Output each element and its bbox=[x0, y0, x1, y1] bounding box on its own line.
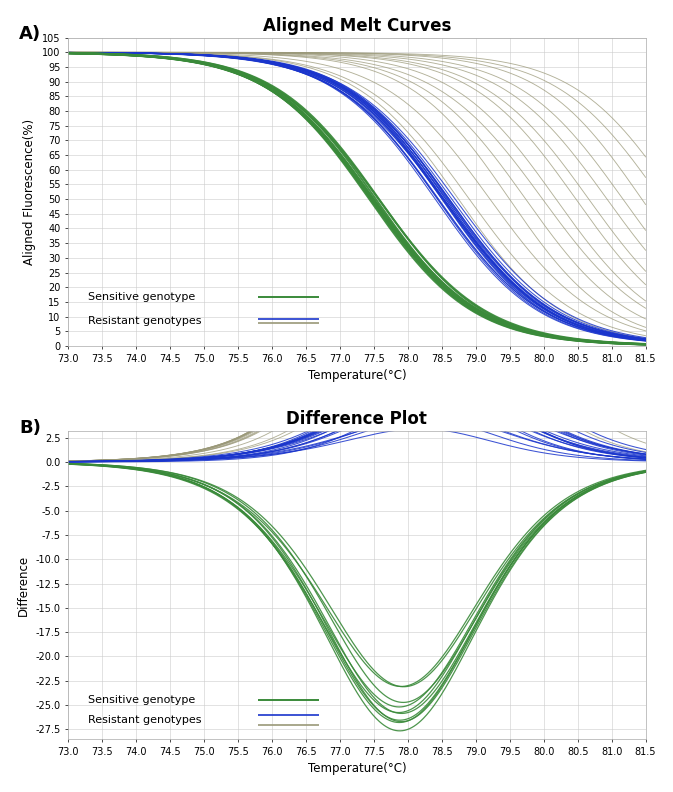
Text: Resistant genotypes: Resistant genotypes bbox=[88, 316, 202, 326]
Y-axis label: Aligned Fluorescence(%): Aligned Fluorescence(%) bbox=[24, 119, 36, 265]
Text: Sensitive genotype: Sensitive genotype bbox=[88, 695, 196, 705]
Text: Sensitive genotype: Sensitive genotype bbox=[88, 292, 196, 303]
X-axis label: Temperature(°C): Temperature(°C) bbox=[308, 763, 406, 775]
Text: B): B) bbox=[19, 418, 41, 436]
X-axis label: Temperature(°C): Temperature(°C) bbox=[308, 369, 406, 382]
Title: Difference Plot: Difference Plot bbox=[287, 410, 427, 428]
Title: Aligned Melt Curves: Aligned Melt Curves bbox=[262, 17, 451, 35]
Text: Resistant genotypes: Resistant genotypes bbox=[88, 714, 202, 725]
Y-axis label: Difference: Difference bbox=[17, 554, 30, 615]
Text: A): A) bbox=[19, 25, 41, 44]
